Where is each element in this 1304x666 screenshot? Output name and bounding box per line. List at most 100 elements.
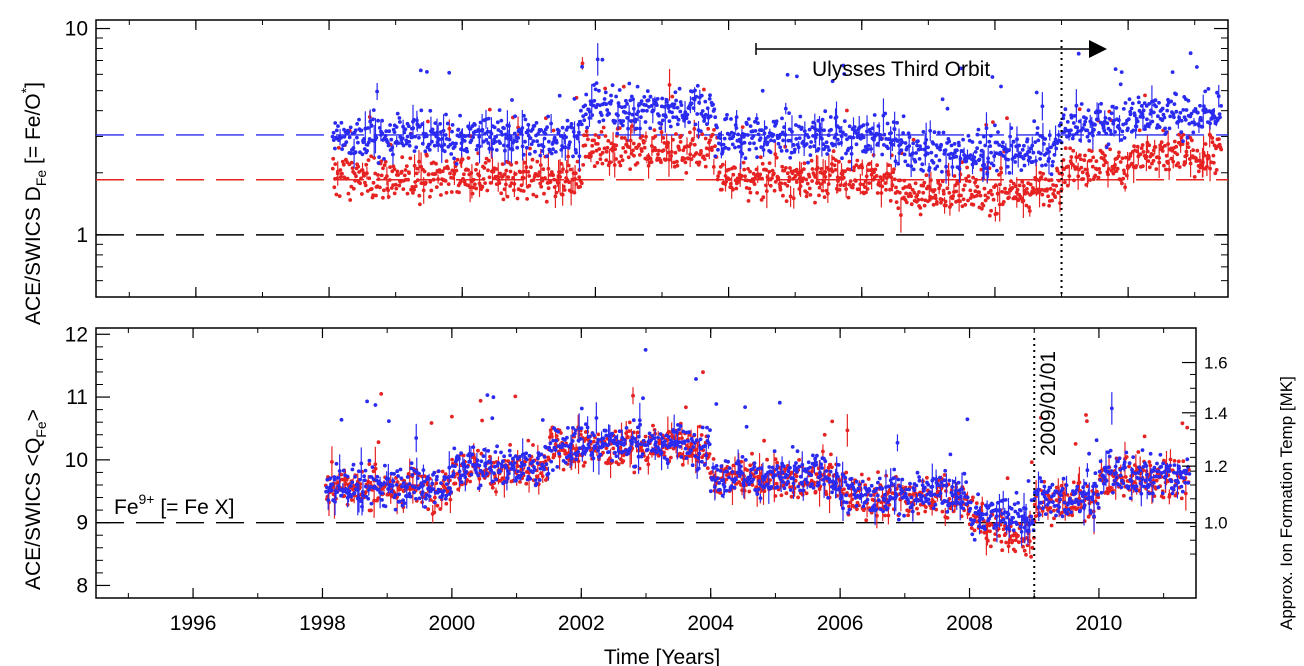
- top-red-point: [681, 148, 686, 153]
- bot-red-point: [1181, 459, 1186, 464]
- top-red-point: [552, 177, 557, 182]
- top-red-point: [703, 164, 708, 169]
- top-blue-point: [601, 118, 606, 123]
- top-blue-point: [407, 139, 411, 144]
- top-blue-point: [1035, 131, 1040, 136]
- top-blue-point: [941, 130, 946, 135]
- top-red-point: [1113, 163, 1117, 167]
- bot-blue-point: [397, 492, 401, 497]
- top-red-point: [943, 199, 948, 204]
- top-blue-point: [444, 112, 448, 117]
- top-red-point: [690, 137, 695, 141]
- top-blue-point: [736, 144, 741, 149]
- bot-blue-point: [396, 474, 400, 478]
- bot-red-point: [992, 537, 997, 542]
- top-red-point: [941, 188, 946, 193]
- top-red-point: [774, 155, 779, 160]
- top-red-point: [830, 169, 835, 174]
- top-red-point: [692, 142, 697, 147]
- bot-blue-point: [443, 496, 448, 501]
- top-red-point: [499, 191, 504, 196]
- top-blue-point: [999, 84, 1003, 89]
- top-blue-point: [365, 149, 369, 153]
- top-red-point: [836, 179, 840, 184]
- top-red-point: [1046, 194, 1050, 199]
- top-blue-point: [1038, 157, 1042, 161]
- bot-red-point: [784, 491, 789, 496]
- top-red-point: [800, 179, 805, 184]
- top-red-series: [330, 57, 1224, 233]
- top-red-point: [873, 167, 878, 172]
- bot-red-point: [1142, 434, 1147, 439]
- bot-blue-point: [436, 469, 441, 473]
- bot-red-point: [596, 432, 601, 437]
- bot-red-point: [468, 479, 472, 484]
- top-blue-point: [494, 148, 499, 152]
- top-red-point: [358, 181, 362, 186]
- top-red-point: [1122, 168, 1126, 173]
- bot-blue-point: [549, 459, 554, 464]
- bot-blue-point: [531, 459, 536, 464]
- top-blue-point: [865, 122, 870, 127]
- top-blue-point: [677, 86, 682, 91]
- bot-red-point: [531, 443, 535, 447]
- top-red-point: [1174, 144, 1179, 149]
- bot-blue-point: [477, 463, 482, 468]
- bot-red-point: [450, 414, 454, 419]
- top-blue-point: [989, 133, 993, 138]
- top-red-point: [938, 183, 943, 188]
- bot-blue-point: [410, 473, 415, 477]
- top-red-point: [764, 168, 769, 172]
- top-red-point: [381, 195, 385, 200]
- top-blue-point: [1065, 120, 1070, 124]
- top-red-point: [614, 143, 619, 148]
- top-red-point: [808, 193, 813, 197]
- top-red-point: [892, 167, 896, 172]
- bot-red-point: [797, 458, 801, 462]
- top-red-point: [505, 194, 510, 199]
- top-red-point: [872, 170, 876, 175]
- bot-blue-point: [495, 444, 499, 449]
- top-blue-point: [843, 133, 848, 137]
- top-blue-point: [581, 114, 586, 118]
- top-blue-point: [529, 142, 534, 147]
- top-red-point: [367, 176, 372, 181]
- top-blue-point: [523, 139, 527, 144]
- top-blue-point: [481, 139, 486, 144]
- top-blue-point: [376, 118, 380, 123]
- top-blue-point: [921, 169, 925, 173]
- top-red-point: [916, 198, 921, 202]
- bot-red-point: [526, 438, 531, 443]
- bot-blue-point: [387, 419, 391, 423]
- top-blue-point: [615, 131, 620, 136]
- top-blue-point: [1049, 172, 1054, 177]
- top-blue-point: [841, 63, 846, 68]
- top-red-point: [1007, 195, 1011, 200]
- top-red-point: [1125, 173, 1129, 178]
- top-red-point: [1196, 169, 1201, 174]
- top-red-point: [474, 168, 478, 172]
- top-blue-point: [620, 105, 624, 110]
- top-red-point: [794, 180, 799, 185]
- top-red-point: [399, 169, 404, 174]
- top-blue-point: [1051, 159, 1055, 164]
- top-red-point: [804, 194, 809, 199]
- top-blue-point: [623, 110, 628, 115]
- top-red-point: [1103, 160, 1108, 165]
- top-red-point: [820, 188, 825, 193]
- top-red-point: [920, 197, 924, 202]
- top-blue-series: [330, 43, 1223, 184]
- top-blue-point: [592, 98, 597, 103]
- top-red-point: [1047, 203, 1051, 208]
- top-blue-point: [759, 145, 764, 150]
- top-blue-point: [695, 112, 700, 116]
- bot-red-point: [1013, 549, 1018, 554]
- bot-red-point: [829, 452, 833, 457]
- top-red-point: [897, 190, 902, 195]
- top-blue-point: [821, 142, 826, 147]
- top-red-point: [809, 158, 814, 163]
- top-blue-point: [1020, 147, 1025, 152]
- top-red-point: [411, 191, 415, 195]
- top-red-point: [1121, 176, 1126, 181]
- top-red-point: [457, 190, 461, 195]
